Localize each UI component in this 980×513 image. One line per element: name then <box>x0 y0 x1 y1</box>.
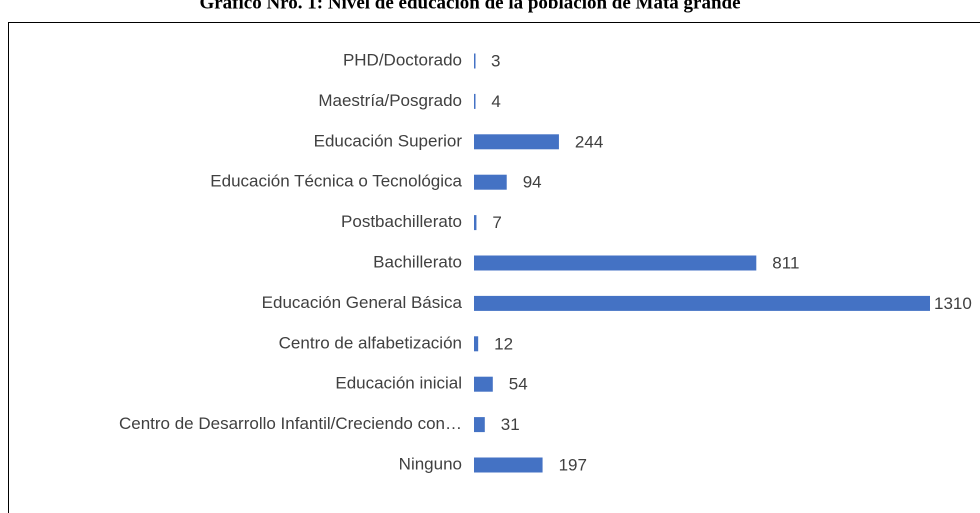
value-label: 197 <box>559 455 587 474</box>
category-label: Maestría/Posgrado <box>318 91 462 110</box>
bar <box>474 134 559 150</box>
category-label: Educación General Básica <box>262 293 463 312</box>
value-label: 94 <box>523 173 542 192</box>
value-label: 4 <box>491 92 500 111</box>
bar <box>474 457 543 473</box>
value-label: 1310 <box>934 294 972 313</box>
category-label: Centro de alfabetización <box>279 333 462 352</box>
category-label: Centro de Desarrollo Infantil/Creciendo … <box>119 414 462 433</box>
chart-title: Gráfico Nro. 1: Nivel de educación de la… <box>199 0 740 13</box>
value-label: 811 <box>772 253 799 272</box>
category-label: PHD/Doctorado <box>343 50 462 69</box>
value-label: 7 <box>492 213 501 232</box>
value-label: 12 <box>494 334 513 353</box>
value-label: 244 <box>575 132 603 151</box>
bar <box>474 295 930 311</box>
bar <box>474 53 476 69</box>
bar <box>474 93 476 109</box>
category-label: Postbachillerato <box>341 212 462 231</box>
value-label: 3 <box>491 51 500 70</box>
bar <box>474 336 479 352</box>
bar <box>474 215 477 231</box>
value-label: 31 <box>501 415 520 434</box>
category-label: Educación Técnica o Tecnológica <box>210 172 462 191</box>
bar <box>474 417 485 433</box>
bar <box>474 376 493 392</box>
category-label: Educación inicial <box>335 374 462 393</box>
category-label: Bachillerato <box>373 252 462 271</box>
bar <box>474 255 757 271</box>
category-label: Ninguno <box>399 454 462 473</box>
value-label: 54 <box>509 375 528 394</box>
bar <box>474 174 507 190</box>
category-label: Educación Superior <box>314 131 463 150</box>
